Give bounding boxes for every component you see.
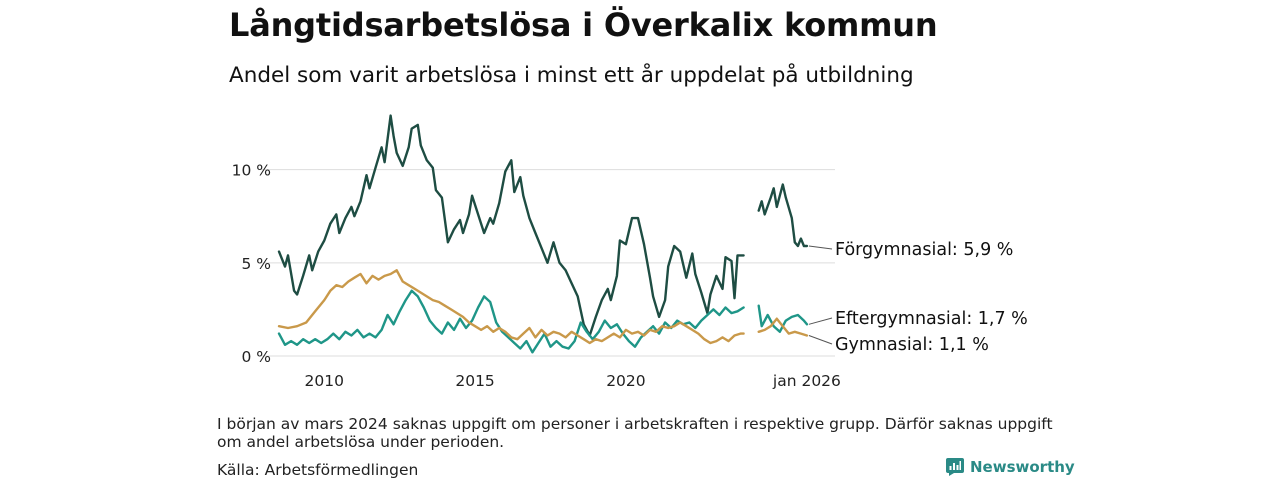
series-line-förgymnasial-1 [757, 183, 809, 248]
y-tick-label: 0 % [241, 348, 271, 366]
chart-note: I början av mars 2024 saknas uppgift om … [217, 415, 1053, 451]
y-tick-label: 5 % [241, 255, 271, 273]
line-chart: 0 % 5 % 10 % 2010 2015 2020 jan 2026 Förgymna… [232, 114, 1028, 390]
leader-line-eftergymnasial [808, 317, 833, 325]
x-tick-label: 2020 [606, 372, 645, 390]
series-end-labels: Förgymnasial: 5,9 % Eftergymnasial: 1,7 %… [808, 240, 1028, 355]
x-tick-label: jan 2026 [772, 372, 841, 390]
y-tick-label: 10 % [232, 162, 271, 180]
end-label-gymnasial: Gymnasial: 1,1 % [835, 335, 989, 355]
y-axis: 0 % 5 % 10 % [232, 162, 271, 366]
series-line-gymnasial-1 [757, 317, 809, 337]
brand-name: Newsworthy [970, 458, 1075, 476]
source-label: Källa: Arbetsförmedlingen [217, 461, 419, 479]
end-label-förgymnasial: Förgymnasial: 5,9 % [835, 240, 1013, 260]
x-tick-label: 2015 [455, 372, 494, 390]
x-axis: 2010 2015 2020 jan 2026 [305, 372, 841, 390]
chart-subtitle: Andel som varit arbetslösa i minst ett å… [229, 63, 914, 88]
end-label-eftergymnasial: Eftergymnasial: 1,7 % [835, 309, 1028, 329]
leader-line-förgymnasial [808, 245, 833, 250]
series-line-gymnasial-0 [277, 269, 745, 345]
brand-logo[interactable]: Newsworthy [946, 458, 1075, 476]
newsworthy-icon [946, 458, 964, 476]
series-line-förgymnasial-0 [277, 114, 745, 337]
series-line-eftergymnasial-0 [277, 289, 745, 354]
x-tick-label: 2010 [305, 372, 344, 390]
chart-title: Långtidsarbetslösa i Överkalix kommun [229, 6, 938, 44]
series-lines [277, 114, 809, 354]
leader-line-gymnasial [808, 335, 833, 345]
